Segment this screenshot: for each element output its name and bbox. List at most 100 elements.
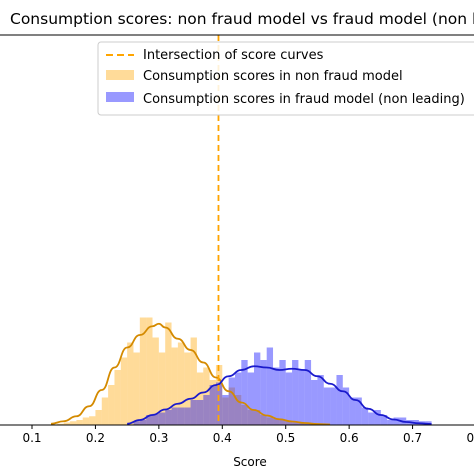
hist-bar-fraud-4 [158, 412, 166, 425]
hist-bar-fraud-34 [349, 397, 356, 425]
legend-label-intersection: Intersection of score curves [143, 48, 324, 63]
hist-bar-nonfraud-5 [82, 417, 90, 425]
hist-bar-fraud-33 [342, 387, 350, 425]
hist-bar-fraud-24 [285, 372, 293, 425]
hist-bar-fraud-31 [330, 387, 337, 425]
hist-bar-nonfraud-19 [171, 347, 178, 425]
hist-bar-fraud-3 [152, 413, 159, 425]
axes-frame [0, 34, 474, 426]
hist-bar-nonfraud-16 [152, 337, 159, 425]
hist-bar-fraud-8 [184, 407, 191, 425]
x-tick-label-7: 0.8 [466, 431, 474, 445]
hist-bar-nonfraud-17 [158, 352, 166, 425]
hist-bar-fraud-5 [165, 410, 172, 425]
hist-bar-nonfraud-36 [279, 420, 286, 425]
hist-bar-fraud-6 [171, 407, 178, 425]
legend-box [97, 41, 474, 116]
hist-bar-fraud-19 [254, 352, 261, 425]
hist-bar-nonfraud-22 [190, 337, 197, 425]
hist-bar-nonfraud-27 [222, 397, 229, 425]
hist-bar-nonfraud-25 [209, 380, 216, 425]
legend-swatch-nonfraud [106, 70, 134, 80]
hist-bar-fraud-35 [355, 397, 362, 425]
hist-bar-nonfraud-4 [76, 420, 83, 425]
hist-bar-fraud-36 [361, 407, 369, 425]
hist-bar-nonfraud-14 [139, 317, 147, 425]
hist-bar-fraud-25 [292, 360, 299, 425]
hist-bar-nonfraud-15 [146, 317, 153, 425]
hist-bar-nonfraud-38 [292, 422, 299, 425]
hist-bar-fraud-9 [190, 400, 197, 425]
x-axis-label: Score [233, 455, 267, 469]
hist-bar-fraud-29 [317, 375, 324, 425]
x-tick-label-0: 0.1 [22, 431, 41, 445]
hist-bar-fraud-21 [266, 347, 274, 425]
x-tick-layer: 0.1 0.2 0.3 0.4 0.5 0.6 0.7 0.8 [22, 425, 474, 445]
x-tick-label-1: 0.2 [86, 431, 105, 445]
legend-label-fraud: Consumption scores in fraud model (non l… [143, 92, 465, 107]
hist-bar-fraud-7 [177, 407, 185, 425]
hist-bar-nonfraud-28 [228, 387, 235, 425]
hist-bar-nonfraud-23 [196, 372, 204, 425]
hist-bar-nonfraud-18 [165, 322, 172, 425]
hist-bar-fraud-12 [209, 385, 216, 425]
hist-bar-fraud-41 [393, 417, 400, 425]
hist-bar-nonfraud-10 [114, 370, 121, 425]
hist-bar-fraud-20 [260, 360, 267, 425]
hist-bar-nonfraud-39 [298, 422, 305, 425]
hist-bar-fraud-23 [279, 360, 286, 425]
chart-title: Consumption scores: non fraud model vs f… [10, 10, 474, 28]
hist-bar-nonfraud-8 [101, 397, 109, 425]
hist-bar-fraud-38 [374, 410, 381, 425]
hist-bar-nonfraud-20 [177, 342, 185, 425]
hist-bar-fraud-40 [387, 420, 394, 425]
hist-bar-nonfraud-32 [254, 410, 261, 425]
hist-bar-nonfraud-33 [260, 415, 267, 425]
hist-bar-nonfraud-34 [266, 417, 274, 425]
hist-bar-nonfraud-9 [108, 385, 115, 425]
hist-bar-fraud-2 [146, 415, 153, 425]
hist-bar-fraud-11 [203, 395, 210, 425]
legend-label-nonfraud: Consumption scores in non fraud model [143, 69, 403, 84]
hist-bar-nonfraud-12 [127, 342, 134, 425]
hist-bar-fraud-10 [196, 400, 204, 425]
hist-bar-nonfraud-40 [304, 423, 312, 425]
hist-bar-nonfraud-2 [63, 422, 71, 425]
hist-bar-fraud-26 [298, 370, 305, 425]
hist-bar-nonfraud-35 [273, 418, 280, 425]
hist-bar-nonfraud-37 [285, 421, 293, 425]
hist-bar-fraud-15 [228, 377, 235, 425]
hist-bar-nonfraud-21 [184, 352, 191, 425]
hist-bar-fraud-27 [304, 360, 312, 425]
kde-layer [51, 322, 432, 426]
hist-bar-nonfraud-6 [89, 416, 96, 425]
kde-line-nonfraud [51, 322, 331, 426]
hist-bar-nonfraud-29 [234, 395, 242, 425]
x-tick-label-4: 0.5 [276, 431, 295, 445]
hist-bar-nonfraud-31 [247, 410, 254, 425]
legend: Intersection of score curves Consumption… [97, 41, 474, 116]
histogram-layer [57, 317, 432, 425]
hist-bar-fraud-17 [241, 360, 248, 425]
hist-bar-nonfraud-1 [57, 423, 64, 425]
hist-bar-nonfraud-3 [70, 421, 77, 425]
legend-swatch-fraud [106, 92, 134, 102]
x-tick-label-5: 0.6 [340, 431, 359, 445]
hist-bar-nonfraud-13 [133, 352, 140, 425]
hist-bar-nonfraud-11 [120, 357, 128, 425]
kde-line-fraud [127, 365, 432, 425]
hist-bar-nonfraud-24 [203, 367, 210, 425]
hist-bar-fraud-39 [380, 415, 388, 425]
hist-bar-nonfraud-30 [241, 405, 248, 425]
hist-bar-fraud-16 [234, 372, 242, 425]
x-tick-label-3: 0.4 [213, 431, 232, 445]
hist-bar-fraud-30 [323, 387, 331, 425]
hist-bar-fraud-13 [215, 382, 223, 425]
hist-bar-fraud-28 [311, 380, 318, 425]
hist-bar-fraud-32 [336, 375, 343, 425]
hist-bar-fraud-0 [133, 421, 140, 425]
hist-bar-fraud-14 [222, 395, 229, 425]
hist-bar-nonfraud-7 [95, 410, 102, 425]
hist-bar-fraud-37 [368, 412, 375, 425]
